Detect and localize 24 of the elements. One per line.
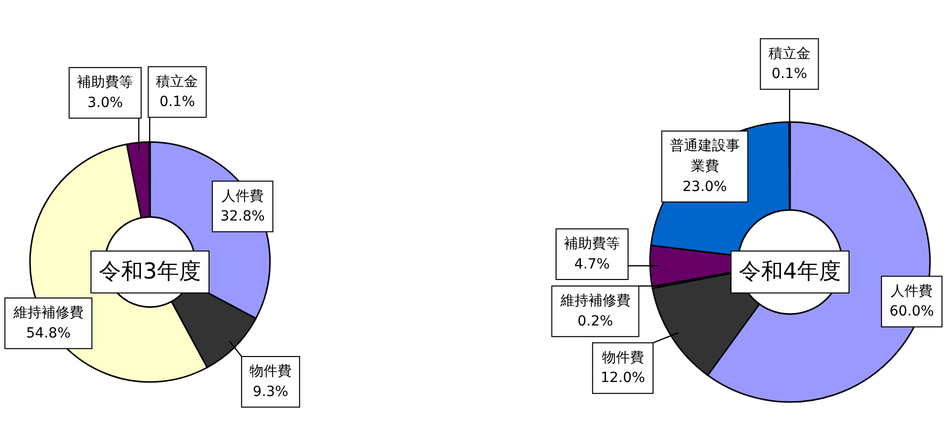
slice-label: 積立金 [768,46,810,62]
data-label: 0.2% [577,313,614,330]
data-label: 54.8% [26,325,71,342]
data-label: 9.3% [252,384,288,400]
slice-label: 普通建設事業費 [670,137,740,175]
data-label: 60.0% [889,304,934,320]
slice-label: 物件費 [250,364,292,380]
slice-label: 補助費等 [564,236,620,252]
data-label: 3.0% [87,95,123,112]
slice-label: 補助費等 [77,74,134,91]
slice-label: 人件費 [890,283,933,300]
data-label: 32.8% [220,208,265,225]
slice-label: 維持補修費 [559,293,630,310]
slice-label: 積立金 [156,74,198,90]
slice-label: 物件費 [602,350,644,366]
data-label: 12.0% [600,370,646,386]
slice-label: 維持補修費 [12,305,84,322]
slice-label: 人件費 [222,188,264,204]
data-label: 4.7% [574,256,610,272]
title: 令和3年度 [90,250,210,294]
data-label: 23.0% [682,178,727,195]
title: 令和4年度 [730,250,850,294]
data-label: 0.1% [159,94,196,110]
data-label: 0.1% [772,66,808,82]
